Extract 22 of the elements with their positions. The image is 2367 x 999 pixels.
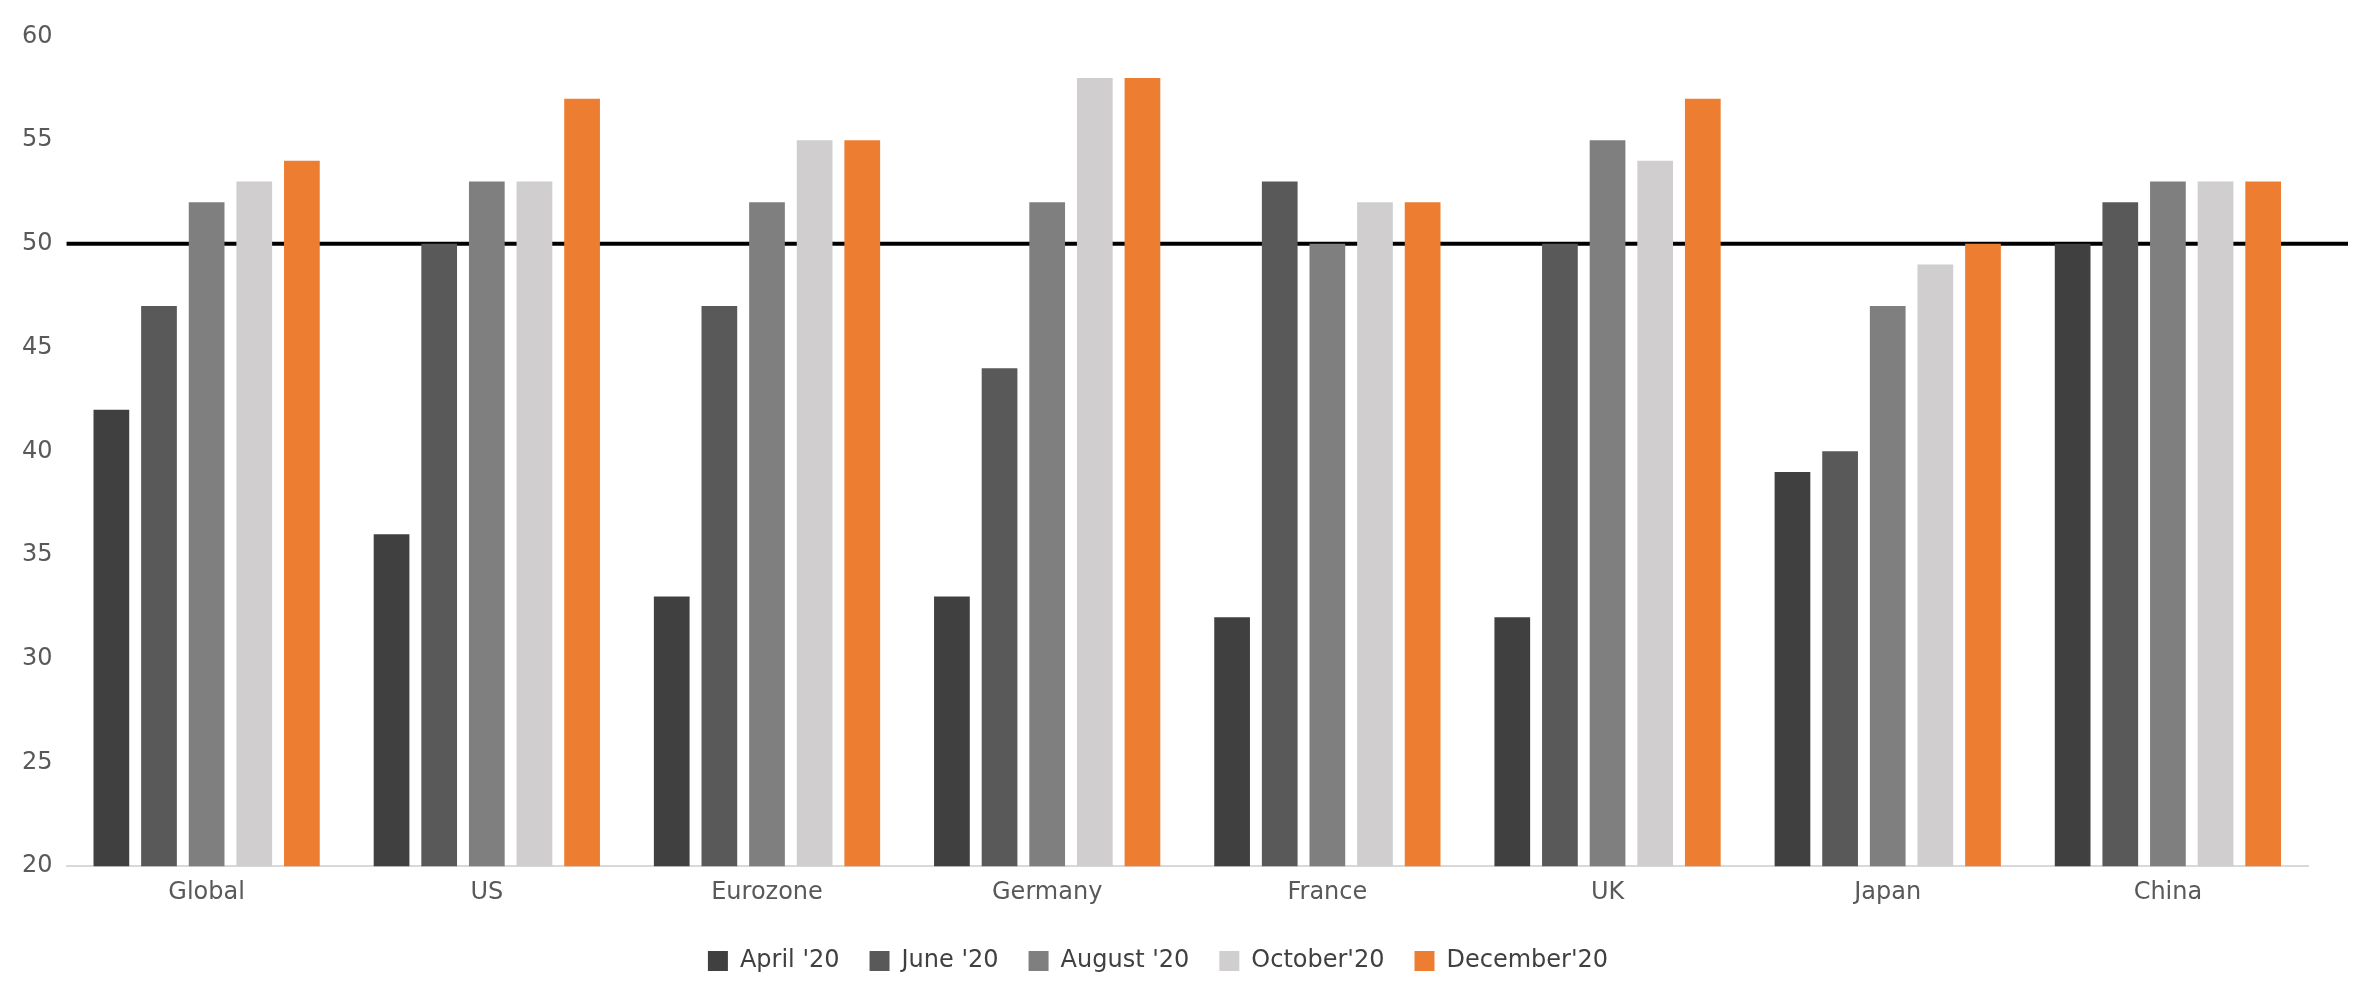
y-tick-label: 35 [21, 539, 53, 568]
legend-label: June '20 [899, 945, 999, 974]
x-tick-label: Eurozone [711, 876, 823, 905]
y-tick-label: 25 [21, 746, 53, 775]
y-tick-label: 40 [21, 435, 53, 464]
y-tick-label: 20 [21, 850, 53, 879]
x-tick-label: US [470, 876, 504, 905]
y-tick-label: 50 [21, 228, 53, 257]
y-tick-label: 60 [21, 20, 53, 49]
x-tick-label: China [2133, 876, 2203, 905]
legend-label: December'20 [1446, 945, 1609, 974]
x-tick-label: Global [168, 876, 245, 905]
x-tick-label: UK [1590, 876, 1626, 905]
y-tick-label: 55 [21, 124, 53, 153]
y-tick-label: 45 [21, 331, 53, 360]
x-tick-label: Japan [1852, 876, 1922, 905]
x-tick-label: France [1287, 876, 1368, 905]
legend-label: April '20 [739, 945, 840, 974]
legend-label: August '20 [1060, 945, 1190, 974]
legend-label: October'20 [1251, 945, 1385, 974]
y-tick-label: 30 [21, 642, 53, 671]
x-tick-label: Germany [992, 876, 1103, 905]
